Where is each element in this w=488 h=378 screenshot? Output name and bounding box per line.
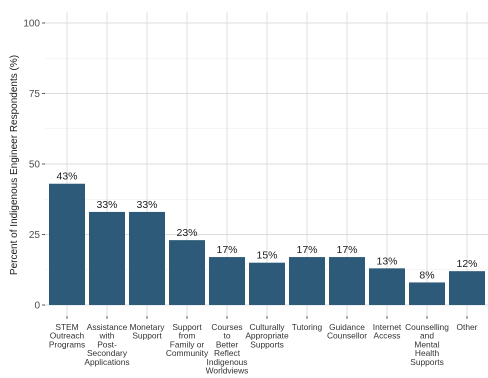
data-label: 12%: [456, 258, 477, 270]
data-label: 13%: [376, 255, 397, 267]
x-tick-label: Counselling and Mental Health Supports: [405, 322, 449, 367]
x-tick-label: Monetary Support: [130, 322, 166, 341]
x-tick-label: Assistance with Post-Secondary Applications: [84, 322, 129, 367]
x-tick-label: Other: [457, 322, 478, 332]
y-tick-label: 25: [29, 230, 41, 241]
bars: [49, 183, 485, 305]
x-tick-label: STEM Outreach Programs: [49, 322, 85, 349]
data-label: 15%: [256, 250, 277, 262]
y-axis-title: Percent of Indigenous Engineer Responden…: [9, 55, 20, 275]
y-tick-label: 100: [23, 19, 40, 30]
bar: [129, 211, 165, 305]
bar: [369, 268, 405, 305]
x-tick-label: Culturally Appropriate Supports: [245, 322, 289, 349]
bar: [409, 282, 445, 305]
bar: [49, 183, 85, 305]
data-label: 17%: [336, 244, 357, 256]
value-labels: 43% 33% 33% 23% 17% 15% 17% 17% 13% 8% 12%: [56, 171, 477, 282]
data-label: 8%: [419, 269, 434, 281]
data-label: 23%: [176, 227, 197, 239]
x-tick-label: Internet Access: [373, 322, 402, 341]
y-tick-label: 0: [34, 301, 40, 312]
data-label: 33%: [136, 199, 157, 211]
x-tick-label: Guidance Counsellor: [327, 322, 367, 341]
bar: [449, 271, 485, 305]
bar: [169, 240, 205, 305]
data-label: 17%: [296, 244, 317, 256]
data-label: 17%: [216, 244, 237, 256]
y-tick-label: 75: [29, 89, 41, 100]
bar: [89, 211, 125, 305]
bar: [289, 257, 325, 305]
bar: [329, 257, 365, 305]
y-tick-label: 50: [29, 160, 41, 171]
data-label: 43%: [56, 171, 77, 183]
bar: [249, 262, 285, 305]
data-label: 33%: [96, 199, 117, 211]
bar: [209, 257, 245, 305]
x-tick-label: Tutoring: [292, 322, 323, 332]
x-tick-label: Courses to Better Reflect Indigenous Worldvie…: [206, 322, 249, 376]
x-tick-label: Support from Family or Community: [166, 322, 209, 358]
y-axis-ticks: 0 25 50 75 100: [23, 19, 45, 312]
